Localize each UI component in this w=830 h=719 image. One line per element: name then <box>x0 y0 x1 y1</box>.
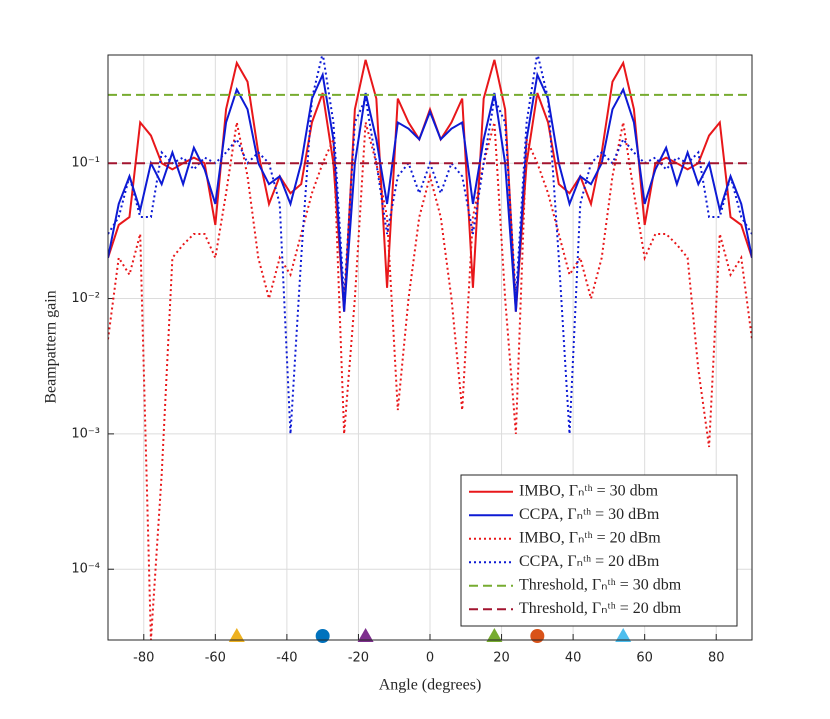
x-tick-label: 0 <box>426 651 434 666</box>
series-line <box>108 122 752 640</box>
x-axis-label: Angle (degrees) <box>379 677 482 694</box>
x-tick-label: -40 <box>276 651 297 666</box>
legend-label: IMBO, Γₙᵗʰ = 30 dbm <box>519 482 659 499</box>
x-tick-label: -60 <box>205 651 226 666</box>
legend-label: IMBO, Γₙᵗʰ = 20 dBm <box>519 529 661 546</box>
y-tick-label: 10⁻⁴ <box>71 562 100 577</box>
x-tick-label: 80 <box>708 651 725 666</box>
x-tick-label: -80 <box>133 651 154 666</box>
position-marker <box>486 628 503 642</box>
y-axis-label: Beampattern gain <box>43 290 60 403</box>
position-marker <box>530 629 545 643</box>
position-marker <box>615 628 632 642</box>
position-marker <box>357 628 374 642</box>
legend-label: Threshold, Γₙᵗʰ = 20 dbm <box>519 600 682 617</box>
legend-box <box>460 474 738 627</box>
x-tick-label: 40 <box>565 651 582 666</box>
y-tick-label: 10⁻³ <box>71 426 100 441</box>
x-tick-label: 60 <box>636 651 653 666</box>
x-tick-label: 20 <box>493 651 510 666</box>
lines <box>108 55 752 640</box>
y-tick-label: 10⁻¹ <box>71 156 100 171</box>
y-tick-label: 10⁻² <box>71 291 100 306</box>
legend-label: Threshold, Γₙᵗʰ = 30 dbm <box>519 576 682 593</box>
axes-box <box>107 54 753 641</box>
legend-label: CCPA, Γₙᵗʰ = 20 dBm <box>519 553 660 570</box>
position-marker <box>315 629 330 643</box>
legend: IMBO, Γₙᵗʰ = 30 dbm CCPA, Γₙᵗʰ = 30 dBm IM… <box>460 474 738 627</box>
position-marker <box>228 628 245 642</box>
x-tick-label: -20 <box>348 651 369 666</box>
series-line <box>108 71 752 312</box>
legend-label: CCPA, Γₙᵗʰ = 30 dBm <box>519 506 660 523</box>
